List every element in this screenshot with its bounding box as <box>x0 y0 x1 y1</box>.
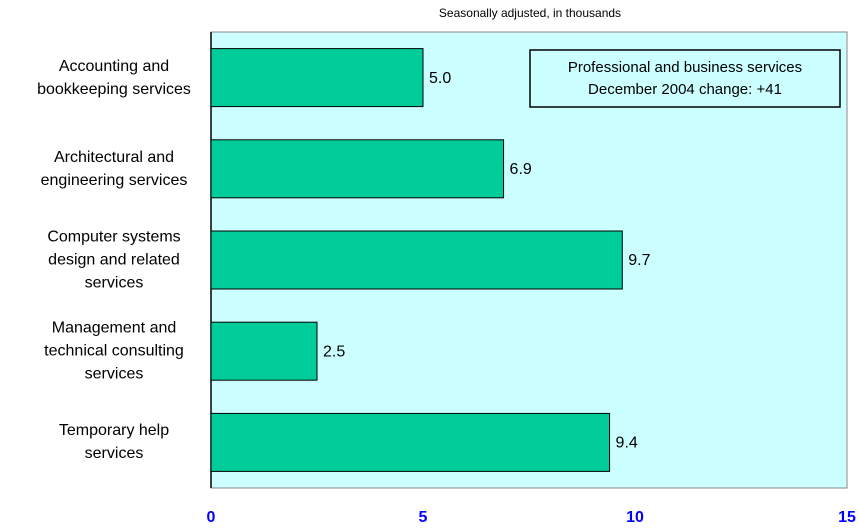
bar <box>210 321 318 381</box>
value-label: 9.4 <box>616 435 638 452</box>
value-label: 6.9 <box>510 161 532 178</box>
category-label: Accounting and bookkeeping services <box>37 57 191 98</box>
annotation-text: December 2004 change: +41 <box>588 81 782 98</box>
x-tick-label: 5 <box>419 509 428 526</box>
category-label: Computer systems design and related serv… <box>47 228 181 292</box>
bar <box>210 48 424 108</box>
x-tick-label: 10 <box>626 509 644 526</box>
value-label: 2.5 <box>323 343 345 360</box>
annotation-box <box>529 49 841 108</box>
category-label: Architectural and engineering services <box>40 148 188 189</box>
value-label: 9.7 <box>628 252 650 269</box>
annotation-text: Professional and business services <box>568 59 802 76</box>
value-label: 5.0 <box>429 70 451 87</box>
category-label: Temporary help services <box>58 422 170 463</box>
x-tick-label: 15 <box>838 509 856 526</box>
bar <box>210 230 623 290</box>
bar <box>210 412 611 472</box>
category-label: Management and technical consulting serv… <box>44 319 184 383</box>
bar <box>210 139 505 199</box>
chart-subtitle: Seasonally adjusted, in thousands <box>439 6 621 20</box>
x-tick-label: 0 <box>207 509 216 526</box>
